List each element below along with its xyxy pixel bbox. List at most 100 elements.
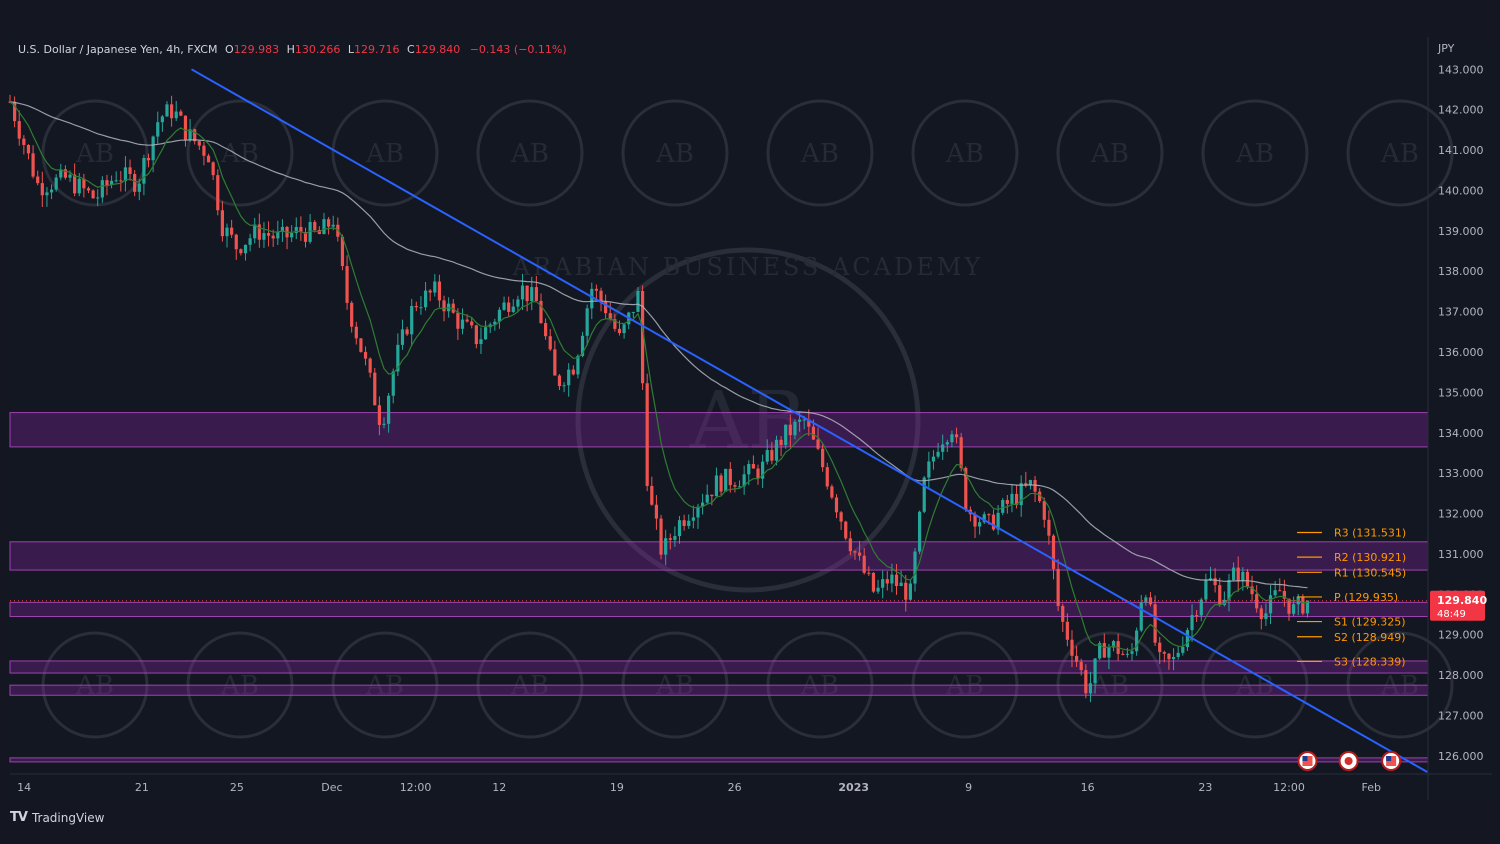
candle-body	[1213, 578, 1217, 586]
candle-body	[696, 506, 700, 518]
candle-body	[31, 153, 35, 177]
candle-body	[1245, 571, 1250, 587]
watermark-monogram: AB	[655, 139, 694, 169]
candle-body	[821, 448, 825, 468]
watermark-badge-icon	[621, 99, 729, 207]
candle-body	[890, 574, 894, 584]
watermark-badge-icon	[331, 99, 439, 207]
candle-body	[571, 369, 575, 375]
chart-legend: U.S. Dollar / Japanese Yen, 4h, FXCM O12…	[18, 43, 567, 56]
support-resistance-zone	[9, 684, 1429, 696]
candles-layer	[8, 94, 1310, 703]
candle-body	[1042, 501, 1046, 520]
candle-body	[885, 579, 889, 584]
chart-frame[interactable]	[8, 35, 1493, 800]
candle-body	[807, 419, 811, 427]
pivot-layer: R3 (131.531) R2 (130.921) R1 (130.545) P (1…	[10, 526, 1428, 668]
y-tick-label: 138.000	[1438, 265, 1484, 278]
candle-body	[516, 299, 520, 307]
candle-body	[973, 514, 977, 527]
watermark-monogram: AB	[800, 139, 839, 169]
candle-body	[1010, 493, 1014, 504]
candle-body	[165, 104, 169, 117]
candle-body	[1125, 653, 1129, 655]
candle-body	[54, 177, 58, 190]
candle-body	[1264, 613, 1268, 619]
watermark-monogram: AB	[945, 671, 984, 701]
pivot-label: R1 (130.545)	[1334, 566, 1406, 579]
candle-body	[322, 219, 326, 234]
candle-body	[544, 323, 548, 337]
candle-body	[1167, 653, 1171, 660]
watermark-badge-icon	[476, 99, 584, 207]
high-value: 130.266	[294, 43, 341, 56]
y-tick-label: 137.000	[1438, 306, 1484, 319]
candle-body	[1305, 600, 1310, 614]
candle-body	[811, 426, 816, 440]
candle-body	[557, 375, 562, 387]
candle-body	[908, 583, 912, 600]
candle-body	[276, 231, 280, 239]
candle-body	[359, 338, 363, 352]
candle-body	[580, 335, 585, 356]
candle-body	[1019, 483, 1023, 506]
candle-body	[613, 319, 617, 329]
candle-body	[650, 485, 654, 505]
candle-body	[954, 434, 959, 438]
candle-body	[1051, 535, 1056, 569]
candle-body	[128, 167, 132, 175]
candle-body	[387, 395, 391, 424]
candle-body	[899, 582, 903, 587]
watermark-monogram: AB	[365, 671, 404, 701]
candle-body	[428, 290, 432, 293]
candle-body	[100, 180, 104, 198]
candle-body	[765, 450, 769, 462]
trendline-layer	[191, 68, 1428, 773]
candle-body	[1056, 568, 1060, 606]
candle-body	[1024, 483, 1028, 486]
candle-body	[1001, 500, 1005, 513]
candle-body	[756, 468, 760, 479]
candle-body	[299, 226, 303, 233]
candle-body	[142, 158, 146, 184]
candle-body	[36, 176, 40, 184]
candle-body	[1098, 643, 1102, 659]
candle-body	[410, 305, 414, 335]
candle-body	[894, 574, 899, 587]
candle-body	[567, 369, 571, 386]
watermark-large-badge-icon	[575, 247, 921, 593]
close-label: C	[407, 43, 415, 56]
candle-body	[91, 190, 95, 199]
candle-body	[640, 290, 645, 384]
candle-body	[400, 329, 405, 345]
watermark-monogram: AB	[800, 671, 839, 701]
tradingview-brand[interactable]: TV TradingView	[10, 810, 104, 825]
y-tick-label: 126.000	[1438, 750, 1484, 763]
candle-body	[881, 579, 885, 588]
watermark-monogram: AB	[1380, 139, 1419, 169]
symbol-title: U.S. Dollar / Japanese Yen, 4h, FXCM	[18, 43, 218, 56]
y-tick-label: 142.000	[1438, 104, 1484, 117]
watermark-monogram: AB	[945, 139, 984, 169]
candle-body	[936, 451, 940, 457]
candle-body	[77, 178, 81, 194]
candle-body	[373, 372, 377, 406]
candle-body	[945, 442, 949, 445]
candle-body	[13, 101, 17, 122]
candle-body	[96, 197, 100, 199]
candle-body	[1075, 655, 1079, 662]
candle-body	[225, 227, 229, 237]
candle-body	[474, 325, 478, 345]
candle-body	[530, 287, 534, 302]
candle-body	[1065, 621, 1069, 640]
watermark-badge-icon	[766, 99, 874, 207]
candle-body	[109, 180, 114, 186]
candle-body	[460, 319, 465, 329]
candle-body	[1084, 670, 1088, 694]
candle-body	[978, 522, 982, 527]
x-tick-label: 12:00	[400, 781, 432, 794]
candle-body	[687, 520, 691, 526]
candle-body	[1107, 647, 1111, 658]
open-value: 129.983	[233, 43, 280, 56]
